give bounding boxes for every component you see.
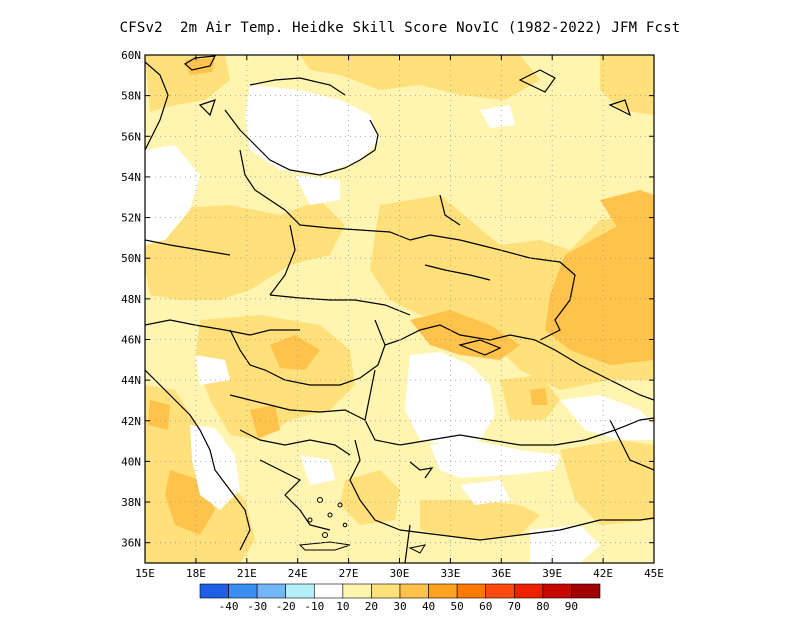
baltic-coast	[224, 109, 379, 176]
colorbar-swatch	[456, 583, 487, 599]
colorbar-label: 30	[393, 600, 406, 613]
lat-tick-label: 44N	[121, 374, 141, 387]
lat-tick-label: 54N	[121, 171, 141, 184]
gulf-of-finland	[249, 77, 346, 96]
lake-onega	[518, 69, 556, 93]
gotland	[198, 99, 216, 117]
lon-tick-label: 24E	[288, 567, 308, 580]
lon-tick-label: 27E	[339, 567, 359, 580]
colorbar-swatch	[199, 583, 229, 599]
black-sea-south	[364, 369, 654, 446]
lat-tick-label: 60N	[121, 49, 141, 62]
colorbar-label: 50	[451, 600, 464, 613]
northern-coast	[183, 55, 217, 71]
colorbar-swatch	[399, 583, 429, 599]
river-line	[424, 264, 491, 281]
lat-tick-label: 38N	[121, 496, 141, 509]
lat-tick-label: 50N	[121, 252, 141, 265]
lat-tick-label: 46N	[121, 333, 141, 346]
lat-tick-label: 42N	[121, 415, 141, 428]
lon-tick-label: 36E	[491, 567, 511, 580]
border-greece	[239, 429, 351, 456]
border-poland	[269, 224, 296, 296]
lon-tick-label: 18E	[186, 567, 206, 580]
lon-tick-label: 15E	[135, 567, 155, 580]
rybinsk-reservoir	[608, 99, 632, 117]
border-ukraine-south	[269, 294, 411, 316]
lon-tick-label: 45E	[644, 567, 664, 580]
turkey-inner	[409, 461, 434, 479]
adriatic-coast	[145, 369, 251, 551]
lat-tick-label: 58N	[121, 90, 141, 103]
axis-ticks: 15E 18E 21E 24E 27E 30E 33E 36E 39E 42E 45E 36N 38N 4…	[121, 49, 664, 580]
colorbar-label: 80	[536, 600, 549, 613]
turkey-coast	[349, 439, 654, 541]
colorbar-swatch	[485, 583, 515, 599]
lon-tick-label: 39E	[542, 567, 562, 580]
colorbar-label: 90	[565, 600, 578, 613]
lon-tick-label: 30E	[390, 567, 410, 580]
colorbar-swatch	[313, 583, 344, 599]
colorbar-swatch	[256, 583, 287, 599]
colorbar-swatch	[571, 583, 601, 599]
colorbar-label: 20	[365, 600, 378, 613]
colorbar-swatch	[371, 583, 401, 599]
lon-tick-label: 42E	[593, 567, 613, 580]
border-belarus	[239, 149, 411, 241]
greece-coast	[259, 459, 331, 531]
colorbar-label: 60	[479, 600, 492, 613]
colorbar-label: -20	[276, 600, 296, 613]
colorbar-label: 40	[422, 600, 435, 613]
colorbar-swatch	[285, 583, 315, 599]
lon-tick-label: 21E	[237, 567, 257, 580]
border-russia	[439, 194, 461, 226]
field-below-10	[145, 85, 654, 563]
border-north	[145, 239, 231, 256]
lon-tick-label: 33E	[440, 567, 460, 580]
scandinavia-coast	[145, 61, 169, 151]
colorbar-swatch	[342, 583, 372, 599]
crimea	[458, 339, 502, 356]
colorbar-label: 10	[336, 600, 349, 613]
colorbar-swatch	[228, 583, 258, 599]
border-balkans	[229, 394, 366, 421]
lat-tick-label: 56N	[121, 130, 141, 143]
border-syria	[404, 524, 411, 563]
colorbar-label: -30	[247, 600, 267, 613]
colorbar-swatch	[428, 583, 458, 599]
colorbar-label: 70	[508, 600, 521, 613]
colorbar-label: -40	[219, 600, 239, 613]
border-ukraine-east	[409, 234, 576, 341]
colorbar: -40 -30 -20 -10 10 20 30 40 50 60 70 80 90	[199, 583, 601, 613]
lat-tick-label: 40N	[121, 455, 141, 468]
lat-tick-label: 52N	[121, 212, 141, 225]
border-central	[145, 319, 300, 336]
map-title: CFSv2 2m Air Temp. Heidke Skill Score No…	[119, 20, 681, 36]
lat-tick-label: 48N	[121, 293, 141, 306]
colorbar-swatch	[542, 583, 572, 599]
lat-tick-label: 36N	[121, 537, 141, 550]
colorbar-label: -10	[304, 600, 324, 613]
shaded-field	[145, 55, 654, 563]
border-caucasus	[609, 419, 654, 471]
colorbar-swatch	[513, 583, 544, 599]
